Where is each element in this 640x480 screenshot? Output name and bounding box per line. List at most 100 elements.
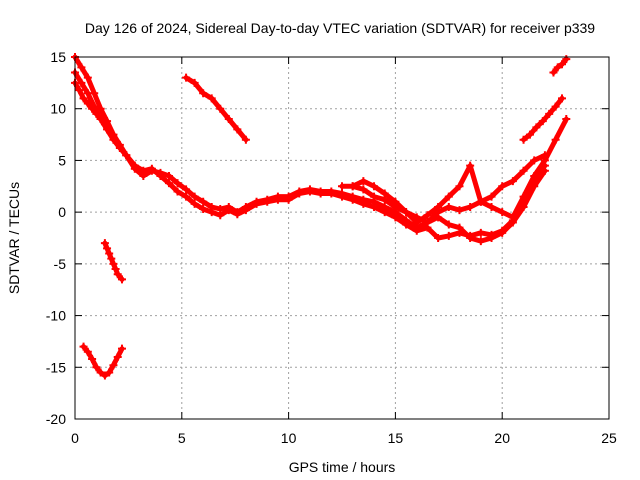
data-point <box>263 197 272 206</box>
data-point <box>147 164 156 173</box>
data-point <box>549 68 558 77</box>
data-point <box>182 185 191 194</box>
data-point <box>423 218 432 227</box>
data-point <box>103 125 112 134</box>
data-point <box>139 166 148 175</box>
data-point <box>207 208 216 217</box>
data-point <box>79 94 88 103</box>
data-point <box>444 202 453 211</box>
data-point <box>83 347 92 356</box>
data-point <box>530 156 539 165</box>
y-tick-label: -15 <box>46 359 66 375</box>
data-point <box>412 226 421 235</box>
x-tick-label: 25 <box>601 430 617 446</box>
data-point <box>538 117 547 126</box>
x-tick-label: 10 <box>281 430 297 446</box>
data-point <box>216 104 225 113</box>
data-point <box>327 189 336 198</box>
series-track-6 <box>182 73 250 144</box>
data-point <box>540 156 549 165</box>
plot-frame <box>74 56 610 420</box>
y-tick-label: 15 <box>50 49 66 65</box>
data-point <box>487 234 496 242</box>
data-point <box>476 237 485 246</box>
data-point <box>498 228 507 237</box>
data-point <box>551 102 560 111</box>
data-point <box>487 202 496 211</box>
x-tick-label: 5 <box>178 430 186 446</box>
data-point <box>273 195 282 204</box>
x-axis-title: GPS time / hours <box>289 459 396 475</box>
data-point <box>216 211 225 220</box>
data-point <box>100 120 109 129</box>
data-point <box>88 104 97 113</box>
data-point <box>109 135 118 144</box>
data-point <box>111 265 120 274</box>
data-point <box>316 189 325 198</box>
data-point <box>100 239 109 248</box>
data-point <box>519 166 528 175</box>
data-point <box>498 182 507 191</box>
data-point <box>75 86 84 95</box>
series-track-8 <box>79 342 126 380</box>
data-point <box>359 199 368 208</box>
series-trace <box>72 54 548 231</box>
data-point <box>156 171 165 180</box>
series-trace <box>551 56 569 75</box>
data-point <box>370 192 379 201</box>
data-point <box>105 368 114 377</box>
series-trace <box>72 70 548 241</box>
data-point <box>359 177 368 186</box>
data-point <box>79 342 88 351</box>
series-track-7 <box>100 239 126 284</box>
data-point <box>88 355 97 364</box>
data-point <box>252 199 261 208</box>
data-point <box>562 55 571 64</box>
data-point <box>370 202 379 211</box>
data-point <box>224 206 233 215</box>
data-point <box>455 206 464 215</box>
data-point <box>525 130 534 139</box>
data-point <box>402 208 411 217</box>
data-point <box>466 202 475 211</box>
y-tick-label: -10 <box>46 308 66 324</box>
data-point <box>295 189 304 198</box>
data-point <box>338 182 346 191</box>
data-point <box>551 135 560 144</box>
data-point <box>466 161 475 170</box>
chart-title: Day 126 of 2024, Sidereal Day-to-day VTE… <box>85 20 595 36</box>
data-point <box>444 192 453 201</box>
data-point <box>100 371 109 380</box>
x-tick-label: 20 <box>494 430 510 446</box>
data-point <box>224 115 233 124</box>
data-point <box>109 361 118 370</box>
series-track-4 <box>348 115 571 227</box>
data-point <box>92 363 101 372</box>
data-point <box>412 218 421 227</box>
data-point <box>130 161 139 170</box>
data-point <box>519 192 528 201</box>
series-track-5 <box>71 78 109 129</box>
data-point <box>96 115 105 124</box>
data-point <box>241 135 250 144</box>
y-tick-label: 5 <box>58 152 66 168</box>
data-point <box>532 123 541 132</box>
data-point <box>92 109 101 118</box>
data-point <box>199 89 208 98</box>
data-point <box>77 63 86 72</box>
data-point <box>370 182 379 191</box>
data-point <box>558 60 567 69</box>
data-point <box>558 94 567 103</box>
data-point <box>519 135 528 144</box>
data-point <box>508 213 517 222</box>
data-point <box>434 213 443 222</box>
data-point <box>434 202 443 211</box>
data-point <box>117 344 126 353</box>
data-point <box>182 73 191 82</box>
data-point <box>508 177 517 186</box>
data-point <box>190 78 199 87</box>
series-track-9 <box>519 94 567 144</box>
data-point <box>455 182 464 191</box>
data-point <box>113 352 122 361</box>
y-axis-title: SDTVAR / TECUs <box>6 182 22 294</box>
